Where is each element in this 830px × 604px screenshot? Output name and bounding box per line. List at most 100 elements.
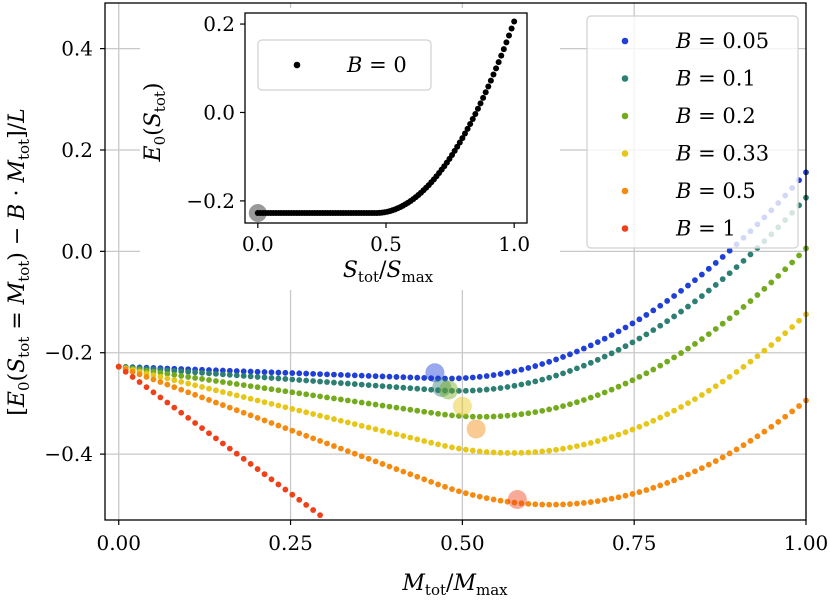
data-point [692, 340, 698, 347]
data-point [796, 317, 802, 324]
data-point [469, 374, 476, 381]
data-point [636, 316, 643, 323]
data-point [449, 444, 455, 451]
data-point [275, 402, 282, 409]
data-point [261, 417, 268, 424]
data-point [206, 430, 212, 437]
data-point [726, 315, 733, 322]
data-point [206, 397, 212, 403]
data-point [122, 368, 129, 375]
inset-data-point [495, 59, 502, 66]
data-point [608, 350, 615, 357]
data-point [789, 324, 796, 330]
data-point [178, 368, 185, 375]
data-point [615, 328, 622, 335]
data-point [643, 420, 650, 427]
data-point [393, 384, 400, 391]
data-point [622, 380, 629, 387]
data-point [178, 372, 185, 379]
data-point [296, 377, 303, 383]
data-point [490, 372, 497, 378]
data-point [678, 474, 684, 481]
legend-marker [621, 225, 629, 232]
data-point [386, 403, 393, 410]
data-point [546, 501, 553, 508]
data-point [428, 375, 435, 382]
data-point [407, 385, 414, 392]
data-point [643, 487, 650, 493]
inset-data-point [480, 94, 487, 101]
data-point [462, 375, 469, 381]
data-point [782, 266, 789, 273]
data-point [351, 381, 358, 387]
data-point [192, 382, 199, 389]
data-point [518, 411, 525, 418]
data-point [351, 450, 358, 457]
data-point [442, 411, 448, 418]
data-point [358, 399, 365, 406]
data-point [719, 378, 726, 385]
data-point [240, 394, 247, 400]
data-point [469, 447, 476, 454]
data-point [268, 386, 275, 393]
data-point [483, 495, 490, 502]
data-point [365, 455, 372, 462]
data-point [435, 375, 441, 382]
data-point [650, 417, 657, 424]
data-point [268, 420, 275, 426]
data-point [490, 496, 497, 503]
data-point [192, 369, 199, 376]
data-point [393, 374, 400, 380]
data-point [629, 339, 636, 346]
main-x-tick-label: 0.25 [268, 531, 313, 555]
data-point [393, 404, 400, 411]
inset-y-tick-label: 0.2 [203, 12, 235, 36]
data-point [414, 436, 421, 443]
data-point [740, 442, 747, 449]
data-point [546, 358, 553, 365]
data-point [344, 380, 351, 387]
inset-data-point [498, 52, 505, 59]
data-point [233, 450, 240, 457]
inset-data-point [456, 139, 463, 146]
data-point [365, 372, 372, 379]
data-point [553, 356, 559, 363]
data-point [247, 461, 254, 467]
data-point [226, 390, 233, 397]
data-point [393, 466, 400, 472]
legend-marker [621, 187, 629, 195]
inset-x-axis-label: Stot/Smax [343, 258, 434, 286]
data-point [421, 375, 428, 381]
data-point [324, 414, 330, 421]
data-point [601, 389, 608, 396]
data-point [594, 339, 601, 346]
data-point [171, 384, 178, 391]
data-point [726, 247, 733, 254]
data-point [296, 370, 303, 377]
data-point [462, 387, 469, 394]
data-point [310, 507, 317, 513]
data-point [233, 381, 240, 387]
inset-legend: B = 0 [257, 39, 432, 91]
data-point [185, 414, 192, 421]
data-point [386, 373, 393, 380]
data-point [268, 476, 275, 483]
data-point [726, 450, 733, 457]
data-point [594, 498, 601, 505]
data-point [560, 403, 566, 410]
minimum-marker [452, 396, 472, 416]
data-point [490, 413, 497, 420]
data-point [275, 481, 282, 488]
data-point [247, 373, 254, 380]
data-point [261, 374, 268, 381]
data-point [344, 419, 351, 426]
data-point [365, 382, 372, 389]
data-point [796, 252, 802, 259]
data-point [636, 373, 643, 380]
main-legend-box [586, 15, 799, 249]
data-point [296, 496, 303, 503]
data-point [449, 387, 455, 394]
data-point [643, 331, 650, 338]
data-point [178, 409, 185, 416]
data-point [164, 370, 171, 377]
